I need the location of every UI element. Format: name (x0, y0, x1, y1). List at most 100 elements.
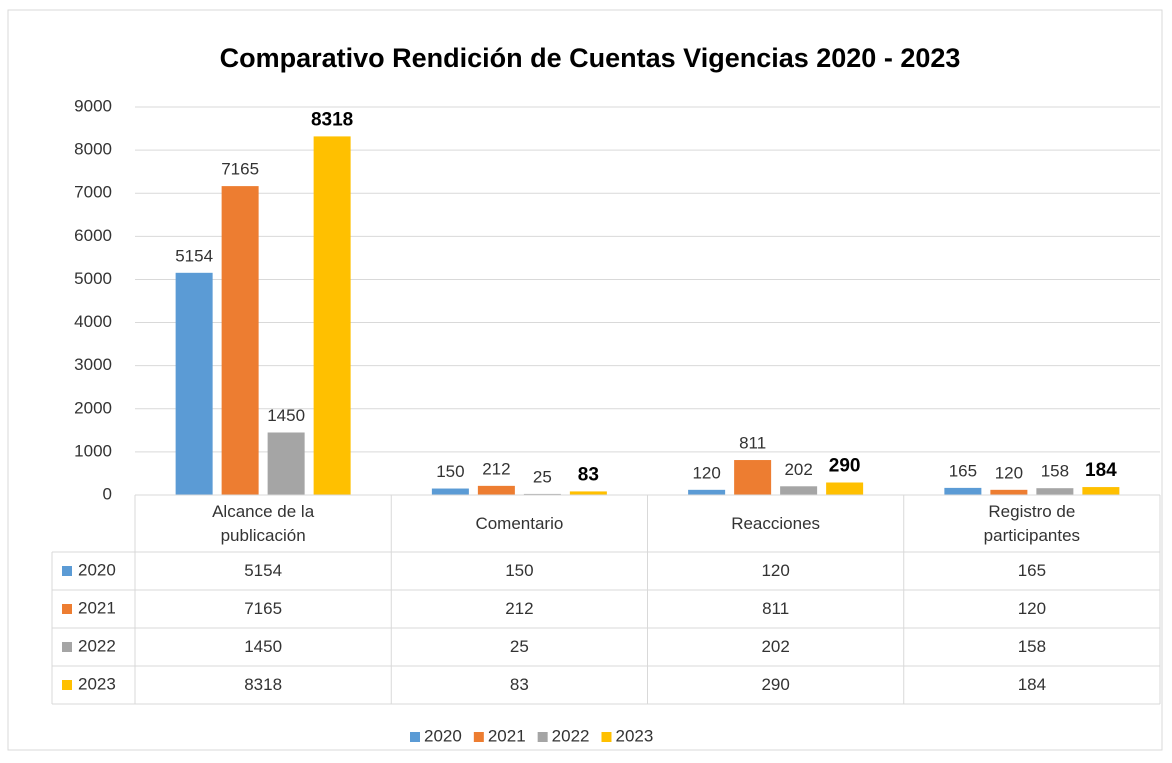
bar (569, 491, 607, 495)
data-label: 184 (1085, 460, 1117, 481)
table-value-text: 811 (762, 599, 790, 618)
legend-key (473, 732, 484, 742)
bar (523, 493, 561, 495)
data-label: 120 (692, 463, 720, 482)
y-tick-label: 4000 (74, 312, 112, 331)
bar (780, 486, 818, 495)
table-value: 150 (391, 552, 647, 590)
category-label-text: Comentario (475, 513, 564, 533)
category-label: Registro de participantes (904, 495, 1160, 552)
data-label: 212 (482, 459, 510, 478)
data-label: 150 (436, 462, 464, 481)
table-value-text: 290 (761, 675, 790, 694)
bar (175, 272, 213, 495)
table-value-text: 150 (505, 561, 534, 580)
table-value-text: 5154 (244, 561, 283, 580)
bar (431, 488, 469, 495)
table-value-text: 120 (761, 561, 790, 580)
data-label: 290 (829, 456, 861, 477)
table-series-name: 2022 (78, 636, 116, 655)
y-tick-label: 3000 (74, 355, 112, 374)
bar (944, 487, 982, 495)
table-legend-key (62, 604, 72, 614)
table-value: 290 (648, 666, 904, 704)
table-value: 8318 (135, 666, 391, 704)
legend-label: 2023 (615, 726, 653, 745)
table-value: 25 (391, 628, 647, 666)
table-value-text: 8318 (244, 675, 283, 694)
bar (477, 485, 515, 495)
y-tick-label: 8000 (74, 140, 112, 159)
bar (990, 489, 1028, 495)
table-value: 120 (904, 590, 1160, 628)
data-label: 7165 (221, 160, 259, 179)
data-label: 25 (533, 467, 552, 486)
y-tick-label: 0 (103, 484, 112, 503)
table-value: 7165 (135, 590, 391, 628)
data-label: 811 (739, 434, 766, 453)
table-value: 811 (648, 590, 904, 628)
table-value: 120 (648, 552, 904, 590)
data-label: 120 (995, 463, 1023, 482)
y-tick-label: 1000 (74, 441, 112, 460)
category-label-text: Registro de participantes (983, 501, 1081, 545)
table-legend-key (62, 642, 72, 652)
table-value-text: 212 (505, 599, 534, 618)
table-value-text: 25 (509, 637, 529, 656)
bar (826, 482, 864, 495)
category-label: Alcance de la publicación (135, 495, 391, 552)
table-legend-key (62, 680, 72, 690)
bar (267, 432, 305, 495)
table-value: 184 (904, 666, 1160, 704)
legend-label: 2022 (552, 726, 590, 745)
y-tick-label: 5000 (74, 269, 112, 288)
table-series-name: 2020 (78, 560, 116, 579)
bar (1082, 487, 1120, 495)
table-value-text: 158 (1017, 637, 1047, 656)
chart-title: Comparativo Rendición de Cuentas Vigenci… (220, 43, 961, 73)
y-tick-label: 7000 (74, 183, 112, 202)
legend-key (601, 732, 612, 742)
table-value: 158 (904, 628, 1160, 666)
table-value-text: 1450 (244, 637, 283, 656)
y-tick-label: 9000 (74, 96, 112, 115)
bar (313, 136, 351, 495)
y-tick-label: 6000 (74, 226, 112, 245)
table-value-text: 83 (509, 675, 529, 694)
data-label: 158 (1041, 462, 1069, 481)
category-label: Comentario (391, 495, 647, 552)
table-value: 212 (391, 590, 647, 628)
data-label: 8318 (311, 109, 353, 130)
data-label: 1450 (267, 406, 305, 425)
legend-key (410, 732, 420, 742)
bar (221, 186, 259, 495)
table-value-text: 184 (1017, 675, 1047, 694)
table-value: 1450 (135, 628, 391, 666)
table-value-text: 120 (1017, 599, 1047, 618)
data-label: 165 (949, 461, 977, 480)
data-label: 202 (784, 460, 812, 479)
table-value: 165 (904, 552, 1160, 590)
category-label-text: Reacciones (731, 513, 821, 533)
table-value-text: 165 (1017, 561, 1047, 580)
table-series-name: 2021 (78, 598, 116, 617)
data-label: 83 (578, 464, 599, 485)
table-value: 202 (648, 628, 904, 666)
legend-key (537, 732, 548, 742)
bar (1036, 488, 1074, 495)
bar (734, 460, 772, 495)
category-label-text: Alcance de la publicación (212, 501, 315, 545)
legend-label: 2020 (424, 726, 462, 745)
y-tick-label: 2000 (74, 398, 112, 417)
table-value-text: 7165 (244, 599, 283, 618)
legend-label: 2021 (488, 726, 526, 745)
category-label: Reacciones (648, 495, 904, 552)
table-legend-key (62, 566, 72, 576)
table-series-name: 2023 (78, 674, 116, 693)
bar (688, 489, 726, 495)
table-value: 83 (391, 666, 647, 704)
table-value: 5154 (135, 552, 391, 590)
data-label: 5154 (175, 246, 213, 265)
